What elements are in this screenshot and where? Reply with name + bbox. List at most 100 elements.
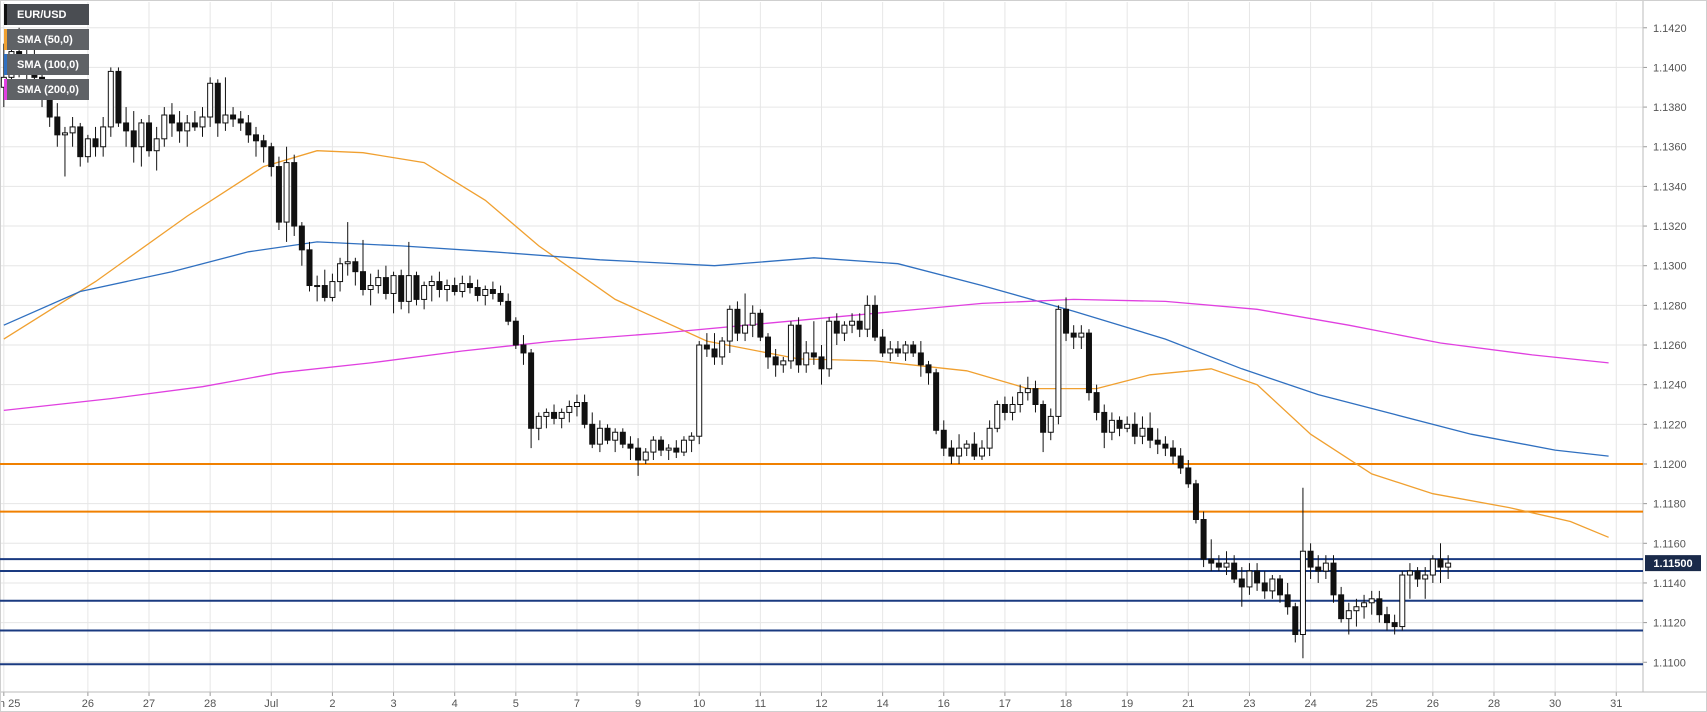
candle-body: [1246, 570, 1253, 588]
candle-body: [917, 352, 924, 366]
candle-body: [1177, 455, 1184, 469]
x-tick-label: Jul: [264, 698, 278, 710]
x-tick-label: 19: [1121, 698, 1133, 710]
x-tick-label: 26: [1427, 698, 1439, 710]
candle-body: [390, 275, 397, 294]
price-label-box: [1645, 555, 1701, 572]
candle-body: [635, 447, 642, 461]
candle-body: [1353, 606, 1360, 612]
candle-body: [191, 122, 198, 128]
candle-body: [1047, 415, 1054, 433]
candle-body: [826, 320, 833, 370]
candle-body: [780, 360, 787, 366]
candle-body: [696, 344, 703, 437]
y-tick-label: 1.1280: [1653, 300, 1687, 312]
x-tick-label: Jun 25: [0, 698, 20, 710]
candle-body: [558, 411, 565, 419]
x-tick-label: 9: [635, 698, 641, 710]
candle-body: [1162, 443, 1169, 449]
candle-body: [1192, 483, 1199, 520]
candle-body: [1429, 558, 1436, 576]
candle-body: [849, 320, 856, 326]
candle-body: [1154, 439, 1161, 445]
candle-body: [451, 285, 458, 292]
candle-body: [887, 348, 894, 354]
candle-body: [253, 134, 260, 142]
candle-body: [1055, 308, 1062, 417]
candle-body: [1338, 594, 1345, 620]
candle-body: [963, 443, 970, 449]
candle-body: [291, 162, 298, 227]
candle-body: [573, 402, 580, 407]
candle-body: [910, 344, 917, 354]
candle-body: [978, 447, 985, 457]
candle-body: [841, 324, 848, 334]
y-tick-label: 1.1240: [1653, 380, 1687, 392]
candle-body: [199, 116, 206, 128]
candle-body: [619, 431, 626, 445]
chart-legend: EUR/USD SMA (50,0) SMA (100,0) SMA (200,…: [4, 4, 89, 104]
candle-body: [1093, 392, 1100, 413]
candle-body: [1078, 332, 1085, 338]
candle-body: [436, 281, 443, 291]
candle-body: [658, 439, 665, 451]
candle-body: [222, 114, 229, 124]
candle-body: [719, 340, 726, 358]
candle-body: [130, 130, 137, 148]
legend-swatch: [4, 79, 7, 100]
candle-body: [1009, 404, 1016, 413]
candle-body: [92, 138, 99, 148]
sma-line: [3, 150, 1609, 538]
candle-body: [413, 275, 420, 300]
candle-body: [742, 324, 749, 334]
candle-body: [1124, 423, 1131, 429]
candle-body: [283, 162, 290, 223]
x-tick-label: 3: [390, 698, 396, 710]
candle-body: [566, 405, 573, 413]
legend-swatch: [4, 29, 7, 50]
candle-body: [528, 352, 535, 429]
candle-body: [1223, 562, 1230, 568]
candle-body: [765, 336, 772, 358]
y-tick-label: 1.1400: [1653, 62, 1687, 74]
candle-body: [1208, 558, 1215, 564]
y-tick-label: 1.1260: [1653, 340, 1687, 352]
legend-item-sma-50[interactable]: SMA (50,0): [4, 29, 89, 50]
candle-body: [1345, 610, 1352, 620]
legend-item-symbol[interactable]: EUR/USD: [4, 4, 89, 25]
candle-body: [84, 138, 91, 158]
legend-swatch: [4, 4, 7, 25]
candle-body: [497, 292, 504, 302]
candle-body: [703, 344, 710, 350]
y-tick-label: 1.1420: [1653, 23, 1687, 35]
candle-body: [275, 166, 282, 223]
x-tick-label: 28: [204, 698, 216, 710]
candle-body: [551, 411, 558, 419]
candle-body: [260, 140, 267, 148]
candle-body: [1238, 578, 1245, 588]
candle-body: [1307, 550, 1314, 568]
y-tick-label: 1.1100: [1653, 657, 1686, 669]
candle-body: [1108, 419, 1115, 433]
candle-body: [298, 225, 305, 251]
candle-body: [711, 348, 718, 358]
candle-body: [321, 285, 328, 298]
candle-body: [1284, 594, 1291, 608]
candle-body: [956, 447, 963, 457]
candle-body: [589, 423, 596, 445]
candle-body: [382, 277, 389, 294]
candle-body: [543, 411, 550, 417]
legend-label: SMA (100,0): [17, 58, 79, 71]
candle-body: [1422, 574, 1429, 580]
candle-body: [642, 451, 649, 461]
candle-body: [54, 116, 61, 136]
legend-label: EUR/USD: [17, 8, 67, 21]
x-tick-label: 5: [513, 698, 519, 710]
legend-label: SMA (200,0): [17, 83, 79, 96]
legend-item-sma-100[interactable]: SMA (100,0): [4, 54, 89, 75]
candle-body: [627, 443, 634, 449]
legend-item-sma-200[interactable]: SMA (200,0): [4, 79, 89, 100]
candle-body: [153, 138, 160, 152]
candle-body: [123, 122, 130, 132]
